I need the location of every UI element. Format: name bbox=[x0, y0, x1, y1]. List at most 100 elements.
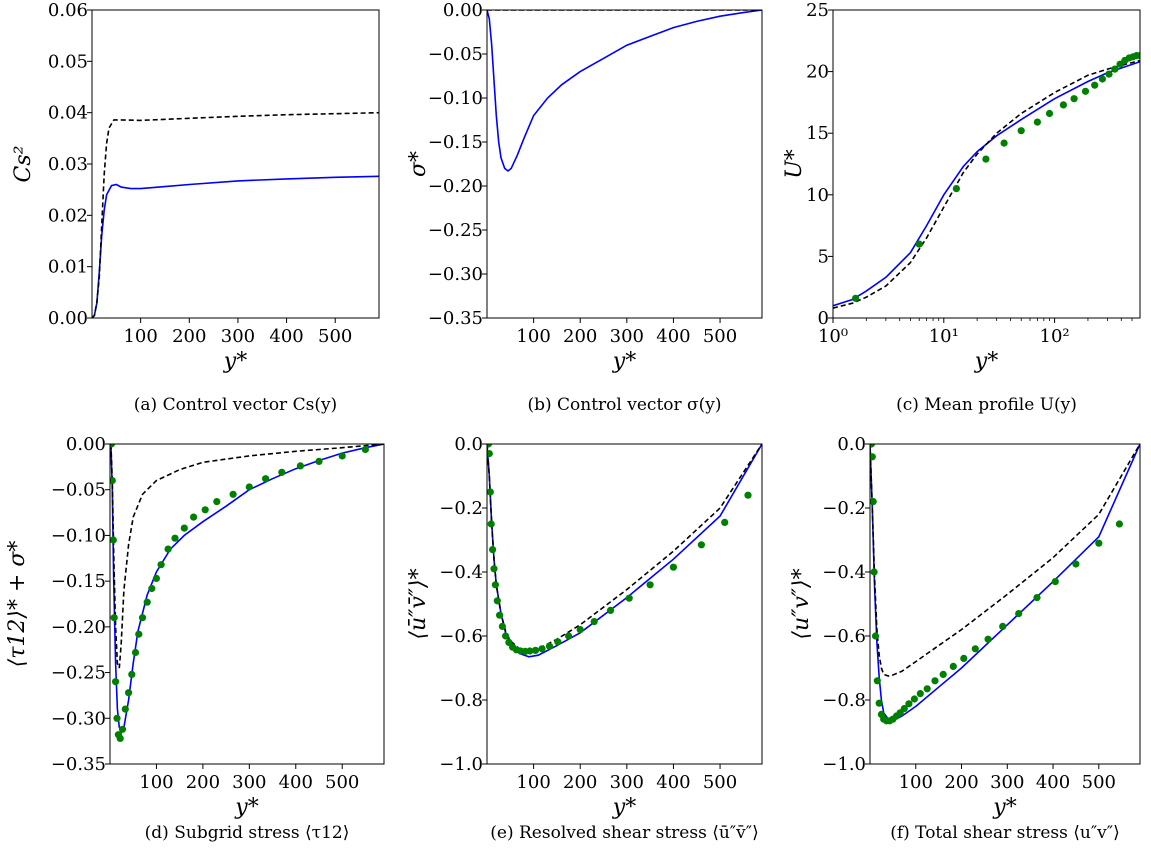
y-tick-label: 0.0 bbox=[837, 434, 866, 455]
dashed-series-line bbox=[110, 444, 384, 669]
y-tick-label: 0.06 bbox=[48, 0, 88, 21]
y-tick-label: 0.00 bbox=[443, 0, 483, 21]
data-point bbox=[915, 240, 923, 248]
x-tick-label: 100 bbox=[123, 326, 157, 347]
x-tick-label: 300 bbox=[610, 772, 644, 793]
y-tick-label: −0.10 bbox=[51, 525, 106, 546]
data-point bbox=[606, 606, 615, 615]
data-point bbox=[110, 614, 118, 622]
y-tick-label: −0.4 bbox=[822, 562, 866, 583]
x-tick-label: 10² bbox=[1040, 326, 1070, 347]
data-point bbox=[496, 611, 504, 619]
x-tick-label: 500 bbox=[1082, 772, 1116, 793]
data-point bbox=[669, 563, 678, 571]
data-point bbox=[361, 445, 369, 454]
x-tick-label: 300 bbox=[232, 772, 266, 793]
y-tick-label: 20 bbox=[806, 62, 829, 83]
data-point bbox=[870, 444, 875, 448]
y-tick-label: 5 bbox=[818, 246, 829, 267]
y-tick-label: 25 bbox=[806, 0, 829, 21]
data-point bbox=[871, 632, 880, 640]
data-point bbox=[949, 662, 957, 671]
plot-area bbox=[487, 10, 762, 173]
data-point bbox=[190, 513, 198, 521]
y-tick-label: −0.8 bbox=[439, 690, 483, 711]
y-tick-label: 15 bbox=[806, 123, 829, 144]
data-point bbox=[721, 518, 729, 527]
data-point bbox=[1033, 594, 1041, 602]
axes-frame bbox=[832, 9, 1141, 319]
data-point bbox=[900, 705, 908, 713]
x-tick-label: 10⁰ bbox=[818, 326, 848, 347]
x-tick-label: 400 bbox=[1036, 772, 1070, 793]
x-tick-label: 200 bbox=[563, 326, 597, 347]
data-point bbox=[870, 453, 876, 461]
x-tick-label: 10¹ bbox=[929, 326, 959, 347]
y-axis-label: Cs² bbox=[11, 146, 36, 183]
y-tick-label: 0.02 bbox=[48, 205, 88, 226]
data-point bbox=[110, 477, 116, 485]
plot-area bbox=[92, 111, 379, 318]
data-point bbox=[1059, 101, 1067, 109]
data-point bbox=[1051, 578, 1059, 586]
data-point bbox=[118, 725, 127, 733]
x-axis-label: y* bbox=[992, 795, 1016, 820]
data-point bbox=[487, 520, 495, 528]
axes-frame bbox=[869, 443, 1141, 765]
data-point bbox=[646, 581, 654, 589]
x-tick-label: 500 bbox=[703, 326, 737, 347]
x-tick-label: 200 bbox=[186, 772, 220, 793]
panel-caption: (e) Resolved shear stress ⟨ū″v̄″⟩ bbox=[490, 823, 758, 843]
data-point bbox=[296, 462, 304, 470]
data-point bbox=[1095, 539, 1103, 547]
y-tick-label: 0.05 bbox=[48, 51, 88, 72]
data-point bbox=[565, 632, 573, 640]
data-point bbox=[625, 594, 633, 602]
data-point bbox=[487, 450, 493, 458]
solid-series-line bbox=[487, 10, 762, 173]
y-tick-label: 0.01 bbox=[48, 257, 88, 278]
x-tick-label: 100 bbox=[139, 772, 173, 793]
y-tick-label: 0.00 bbox=[48, 308, 88, 329]
data-point bbox=[201, 506, 209, 514]
x-tick-label: 200 bbox=[563, 772, 597, 793]
data-point bbox=[113, 714, 121, 722]
chart-panel-3: 0 5 10 15 20 25 10⁰ 10¹ 10² y* U* (c) Mean profile … bbox=[782, 0, 1141, 415]
data-point bbox=[870, 568, 878, 576]
x-tick-label: 400 bbox=[279, 772, 313, 793]
data-point bbox=[538, 645, 546, 653]
panel-caption: (a) Control vector Cs(y) bbox=[134, 395, 337, 415]
axes-frame bbox=[91, 9, 380, 319]
plot-area bbox=[833, 52, 1140, 309]
data-point bbox=[171, 534, 179, 542]
data-point bbox=[229, 490, 237, 498]
data-point bbox=[939, 670, 947, 679]
data-point bbox=[110, 444, 115, 448]
y-tick-label: −0.10 bbox=[428, 88, 483, 109]
y-tick-label: −0.20 bbox=[428, 176, 483, 197]
data-point bbox=[916, 690, 924, 698]
solid-series-line bbox=[487, 444, 762, 658]
data-point bbox=[180, 524, 188, 532]
x-axis-label: y* bbox=[974, 349, 998, 374]
y-tick-label: 0.0 bbox=[454, 434, 483, 455]
data-point bbox=[910, 695, 919, 703]
y-axis-label: ⟨u″v″⟩* bbox=[789, 568, 814, 639]
plot-area bbox=[487, 444, 762, 658]
data-point bbox=[493, 597, 501, 605]
x-axis-label: y* bbox=[223, 349, 247, 374]
data-point bbox=[490, 565, 498, 573]
y-tick-label: 0 bbox=[818, 308, 829, 329]
data-point bbox=[873, 677, 881, 685]
x-tick-label: 500 bbox=[325, 772, 359, 793]
data-point bbox=[576, 626, 584, 634]
y-tick-label: −0.05 bbox=[428, 44, 483, 65]
data-point bbox=[1045, 109, 1054, 118]
data-point bbox=[982, 155, 990, 163]
data-point bbox=[1115, 520, 1123, 528]
data-point bbox=[526, 647, 534, 655]
x-tick-label: 100 bbox=[899, 772, 933, 793]
y-axis-label: σ* bbox=[406, 151, 431, 177]
y-tick-label: −0.30 bbox=[428, 264, 483, 285]
